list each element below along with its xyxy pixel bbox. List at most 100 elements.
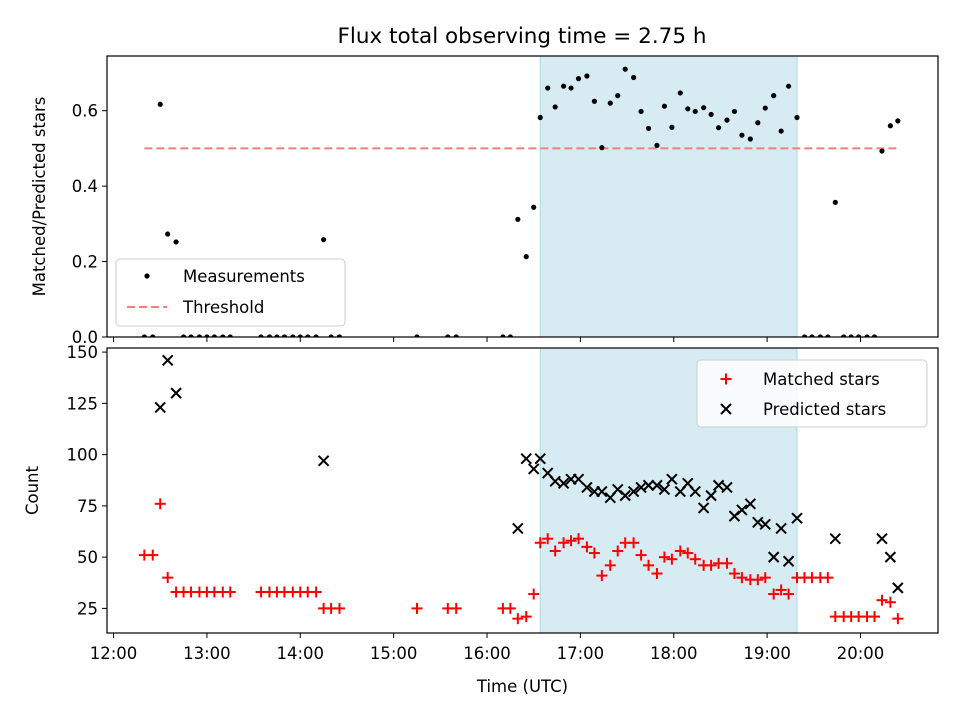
measurement-point (515, 216, 521, 222)
measurement-point (258, 334, 264, 337)
measurement-point (654, 142, 660, 148)
predicted-point-b (651, 479, 663, 492)
y-tick-label: 0.2 (72, 253, 98, 272)
predicted-point-b (581, 481, 593, 494)
predicted-point-b (829, 532, 841, 545)
predicted-point (759, 518, 771, 531)
predicted-point (782, 555, 795, 567)
x-tick-label: 18:00 (650, 644, 698, 663)
matched-point (534, 537, 546, 549)
matched-point (612, 545, 624, 557)
predicted-point-b (596, 485, 608, 498)
series-matched-stars (138, 498, 904, 625)
measurement-point (313, 334, 319, 337)
predicted-point-b (612, 483, 624, 496)
legend-entry-threshold: Threshold (127, 298, 264, 317)
predicted-point-b (317, 455, 330, 467)
predicted-point (154, 401, 166, 414)
predicted-point-b (534, 453, 546, 465)
y-axis-label: Count (23, 465, 42, 515)
x-tick-label: 13:00 (183, 644, 231, 663)
matched-point (869, 611, 881, 623)
predicted-point-b (527, 463, 540, 475)
predicted-point-b (689, 485, 701, 498)
predicted-point-b (682, 477, 694, 490)
measurement-point (196, 334, 203, 337)
measurement-point (173, 239, 179, 245)
chart-title: Flux total observing time = 2.75 h (338, 24, 707, 49)
predicted-point (721, 481, 733, 494)
predicted-point (317, 455, 330, 467)
measurement-point (227, 334, 233, 337)
measurement-point (584, 73, 590, 79)
legend-label: Measurements (183, 267, 305, 286)
x-tick-label: 19:00 (743, 644, 791, 663)
measurement-point (220, 334, 226, 337)
measurement-point (864, 334, 870, 337)
matched-point (721, 557, 733, 569)
x-tick-label: 16:00 (463, 644, 511, 663)
matched-point (822, 572, 834, 584)
predicted-point (744, 498, 757, 510)
predicted-point-b (892, 582, 904, 594)
matched-point (775, 584, 787, 596)
measurement-point (599, 145, 605, 151)
predicted-point (527, 463, 540, 475)
matched-point (728, 568, 740, 580)
matched-point (666, 553, 678, 565)
measurement-point (841, 334, 847, 337)
measurement-point (157, 101, 163, 107)
measurement-point (297, 334, 303, 337)
measurement-point (677, 90, 683, 96)
measurement-point (500, 334, 506, 337)
predicted-point-b (876, 532, 888, 545)
legend-measurement-marker (144, 273, 150, 279)
predicted-point-b (712, 479, 725, 492)
measurement-point (778, 128, 784, 134)
y-tick-label: 150 (67, 343, 99, 362)
measurement-point (328, 334, 334, 337)
predicted-point (791, 512, 803, 524)
observing-window-shade (539, 55, 798, 338)
predicted-point-b (161, 354, 174, 367)
predicted-point-b (520, 453, 532, 465)
predicted-point (736, 504, 748, 516)
y-tick-label: 0.6 (72, 102, 98, 121)
measurement-point (701, 105, 707, 111)
matched-point (549, 545, 561, 557)
measurement-point (794, 114, 800, 121)
predicted-point (557, 477, 570, 490)
predicted-point (627, 485, 640, 498)
measurement-point (786, 83, 792, 89)
matched-point (310, 586, 322, 598)
predicted-point (884, 551, 897, 563)
measurement-point (305, 334, 311, 337)
matched-point (565, 535, 577, 547)
predicted-point (658, 483, 671, 496)
matched-point (154, 498, 166, 510)
x-tick-label: 17:00 (557, 644, 605, 663)
measurement-point (631, 74, 637, 81)
legend-label: Predicted stars (763, 400, 886, 419)
matched-point (512, 613, 524, 625)
measurement-point (715, 125, 722, 131)
predicted-point-b (775, 522, 787, 535)
measurement-point (817, 334, 823, 337)
matched-point (520, 611, 532, 623)
x-axis-label: Time (UTC) (476, 677, 568, 696)
matched-point (682, 547, 694, 559)
legend-box (696, 359, 928, 428)
predicted-point-b (572, 473, 585, 485)
measurement-point (871, 334, 878, 337)
matched-point (884, 596, 896, 608)
matched-point (783, 588, 795, 600)
matched-point (643, 559, 655, 571)
predicted-point (689, 485, 701, 498)
measurement-point (848, 334, 854, 337)
measurement-point (638, 108, 644, 115)
predicted-point (581, 481, 593, 494)
matched-point (450, 602, 462, 614)
predicted-point-b (767, 551, 780, 563)
bottom-axes-frame (106, 347, 939, 634)
predicted-point (619, 489, 631, 502)
